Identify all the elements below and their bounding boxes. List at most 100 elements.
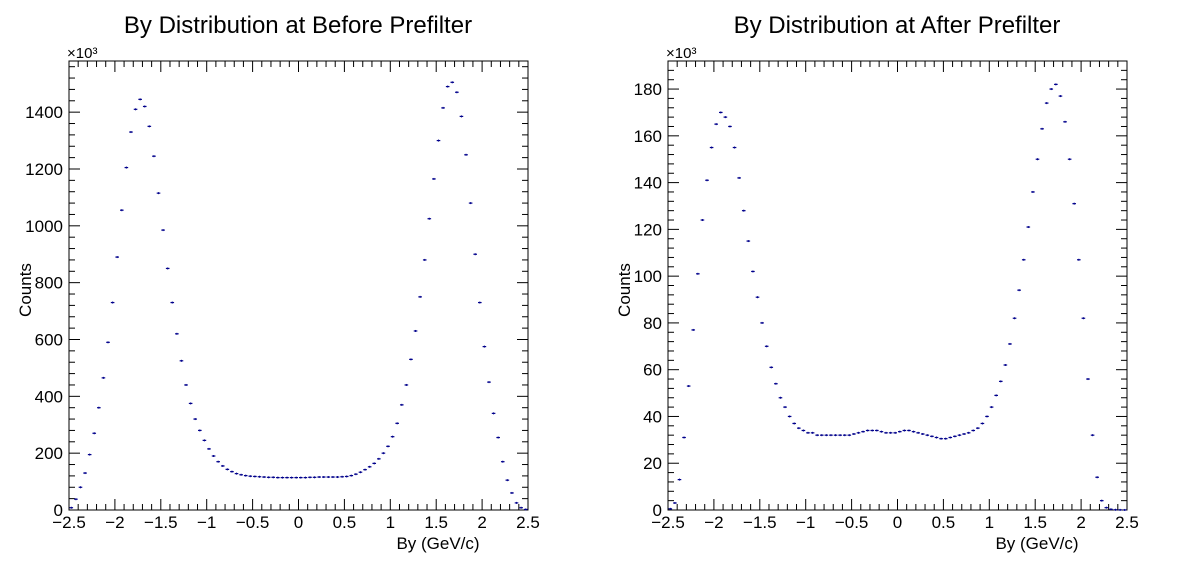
data-point	[312, 476, 317, 479]
y-tick-label: 1400	[25, 103, 63, 122]
plot-frame	[68, 60, 529, 511]
data-point	[769, 366, 774, 369]
x-tick-label: 1.5	[424, 513, 448, 532]
data-point	[861, 430, 865, 433]
data-point	[966, 431, 971, 434]
data-point	[280, 476, 285, 479]
data-point	[907, 429, 911, 432]
data-point	[390, 435, 395, 438]
data-point	[696, 272, 700, 275]
data-point	[188, 402, 193, 405]
y-tick-label: 60	[643, 361, 662, 380]
data-point	[381, 452, 386, 455]
data-point	[239, 473, 243, 476]
data-point	[170, 301, 175, 304]
y-tick-label: 600	[35, 330, 63, 349]
data-point	[340, 475, 344, 478]
data-point	[957, 434, 962, 437]
data-point	[253, 475, 257, 478]
data-point	[441, 106, 445, 109]
data-point	[930, 435, 934, 438]
data-point	[865, 429, 870, 432]
x-tick-label: 1	[386, 513, 395, 532]
data-point	[1090, 434, 1095, 437]
data-point	[450, 81, 455, 84]
data-point	[354, 473, 358, 476]
data-point	[165, 267, 170, 270]
x-tick-label: 2.5	[1115, 513, 1139, 532]
data-point	[741, 209, 746, 212]
data-point	[510, 491, 514, 494]
data-point	[427, 217, 432, 220]
data-point	[1058, 95, 1063, 98]
data-point	[755, 296, 760, 299]
data-point	[875, 429, 879, 432]
data-point	[1012, 317, 1017, 320]
data-point	[980, 422, 985, 425]
data-point	[207, 447, 211, 450]
data-point	[367, 465, 372, 468]
data-point	[175, 332, 179, 335]
data-point	[686, 385, 691, 388]
data-point	[994, 394, 998, 397]
data-point	[243, 474, 248, 477]
data-point	[829, 434, 833, 437]
y-tick-label: 120	[634, 220, 662, 239]
data-point	[792, 422, 797, 425]
data-point	[764, 345, 769, 348]
data-point	[505, 479, 510, 482]
data-point	[473, 253, 478, 256]
data-point	[1099, 499, 1104, 502]
x-axis-label: By (GeV/c)	[396, 534, 479, 553]
data-point	[1072, 202, 1077, 205]
data-point	[422, 258, 427, 261]
chart-after-prefilter: By Distribution at After Prefilter ×10³ …	[615, 12, 1139, 553]
data-point	[156, 192, 161, 195]
data-point	[225, 468, 230, 471]
x-tick-label: −2.5	[52, 513, 86, 532]
data-point	[179, 359, 184, 362]
data-point	[1035, 158, 1040, 161]
data-point	[774, 382, 778, 385]
x-tick-label: −1.5	[743, 513, 777, 532]
data-point	[468, 202, 473, 205]
data-point	[289, 476, 294, 479]
data-point	[276, 476, 280, 479]
data-point	[870, 429, 875, 432]
data-point	[514, 501, 519, 504]
data-point	[943, 437, 948, 440]
data-point	[413, 329, 418, 332]
data-point	[326, 476, 331, 479]
data-point	[842, 434, 847, 437]
data-point	[700, 219, 705, 222]
data-point	[985, 415, 989, 418]
data-point	[998, 380, 1003, 383]
x-tick-label: 2.5	[516, 513, 540, 532]
data-point	[478, 301, 482, 304]
data-point	[404, 383, 409, 386]
data-point	[1077, 258, 1081, 261]
data-point	[668, 507, 673, 510]
y-tick-label: 160	[634, 127, 662, 146]
data-point	[106, 341, 110, 344]
data-point	[797, 427, 801, 430]
data-point	[888, 431, 893, 434]
data-point	[783, 406, 787, 409]
data-point	[1054, 83, 1058, 86]
data-point	[133, 108, 138, 111]
data-point	[902, 429, 907, 432]
data-point	[358, 471, 363, 474]
x-tick-label: −0.5	[236, 513, 270, 532]
data-point	[819, 434, 824, 437]
data-point	[349, 474, 354, 477]
data-point	[787, 415, 792, 418]
data-point	[714, 123, 718, 126]
data-point	[78, 486, 83, 489]
data-point	[673, 501, 677, 504]
data-point	[1049, 88, 1054, 91]
data-point	[482, 345, 487, 348]
data-point	[801, 429, 806, 432]
data-point	[723, 116, 728, 119]
data-point	[363, 468, 367, 471]
data-point	[916, 431, 920, 434]
